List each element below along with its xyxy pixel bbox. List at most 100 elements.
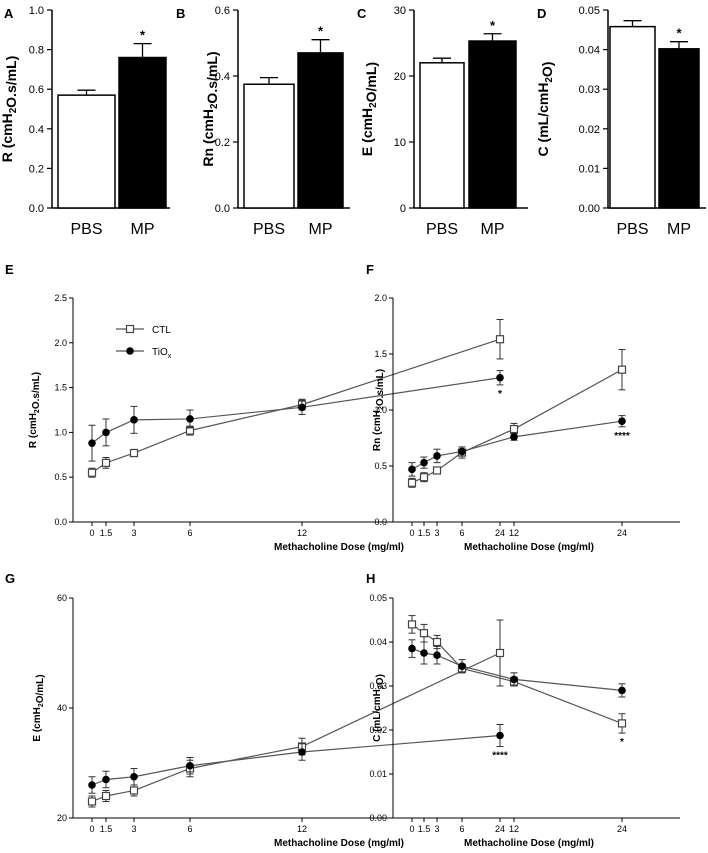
y-tick-label: 0.03	[579, 84, 600, 96]
series-ctl	[407, 615, 627, 734]
x-tick-label: 0	[409, 528, 414, 538]
x-axis-label: Methacholine Dose (mg/ml)	[464, 838, 594, 849]
series-line	[411, 623, 623, 724]
ylabel-part: C (mL/cmH	[372, 689, 383, 742]
panel-e: ER (cmH2O.s/mL)0.00.51.01.52.02.50 1.5 3 6 1…	[5, 262, 620, 553]
y-tick-label: 0.6	[215, 5, 230, 17]
series-ctl	[87, 319, 505, 478]
x-tick-label: 12	[297, 824, 307, 834]
data-point-tiox	[510, 675, 518, 684]
data-point-tiox	[420, 458, 428, 467]
significance-marker: *	[318, 24, 324, 39]
y-tick-label: 0.05	[369, 593, 387, 603]
y-tick-label: 0.00	[369, 813, 387, 823]
data-point-tiox	[496, 373, 504, 382]
data-point-tiox	[130, 416, 138, 424]
ylabel-subscript: 2	[368, 102, 379, 108]
y-tick-label: 0.4	[29, 124, 44, 136]
significance-marker: *	[676, 26, 682, 41]
y-tick-label: 0.0	[374, 517, 387, 527]
category-label: MP	[667, 221, 691, 238]
panel-letter: H	[366, 571, 375, 586]
y-tick-label: 0.8	[29, 45, 44, 57]
panel-a: A R (cmH2O.s/mL) 0.0 0.2 0.4 0.6 0.8 1.0 PBS MP *	[0, 5, 170, 238]
y-tick-label: 0.4	[215, 71, 230, 83]
ylabel-part: O.s/mL)	[3, 56, 19, 108]
y-tick-label: 20	[57, 813, 67, 823]
data-point-tiox	[298, 403, 306, 412]
y-axis-label: E (cmH2O/mL)	[359, 62, 379, 156]
y-axis-label: C (mL/cmH2O)	[372, 674, 386, 742]
x-tick-label: 24	[617, 528, 627, 538]
data-point-tiox	[408, 644, 416, 653]
data-point-tiox	[458, 447, 466, 456]
data-point-tiox	[102, 428, 110, 437]
category-label: PBS	[70, 221, 102, 238]
x-tick-label: 0	[409, 824, 414, 834]
y-tick-label: 60	[57, 593, 67, 603]
x-tick-label: 0	[89, 824, 94, 834]
y-tick-label: 0.01	[579, 163, 600, 175]
category-label: PBS	[253, 221, 285, 238]
series-tiox	[408, 415, 626, 477]
ylabel-subscript: 2	[209, 103, 220, 109]
panel-d: D C (mL/cmH2O) 0.00 0.01 0.02 0.03 0.04 0.05 PBS…	[535, 5, 706, 238]
y-tick-label: 0.00	[579, 203, 600, 215]
data-point-tiox	[618, 417, 626, 426]
x-tick-label: 24	[617, 824, 627, 834]
panel-f: FRn (cmH2O.s/mL)0.00.51.01.52.00 1.5 3 6 12 2…	[366, 262, 680, 553]
data-point-tiox	[298, 748, 306, 756]
x-tick-label: 1.5	[418, 528, 431, 538]
data-point-ctl	[129, 786, 139, 795]
legend-label-main: TiO	[152, 347, 168, 358]
bar-pbs	[419, 62, 465, 209]
y-tick-label: 0.5	[54, 472, 67, 482]
ylabel-subscript: 2	[38, 703, 45, 707]
ylabel-part: R (cmH	[28, 413, 39, 448]
series-tiox	[88, 370, 504, 462]
x-tick-label: 24	[495, 528, 505, 538]
y-tick-label: 40	[57, 703, 67, 713]
bar-mp	[297, 52, 344, 209]
panel-letter: F	[366, 262, 374, 277]
y-tick-label: 2.0	[54, 338, 67, 348]
x-tick-label: 24	[495, 824, 505, 834]
category-label: MP	[309, 221, 333, 238]
significance-marker: *	[498, 389, 502, 400]
bar-pbs	[243, 83, 295, 209]
ylabel-part: O/mL)	[363, 62, 379, 102]
y-tick-label: 1.0	[374, 405, 387, 415]
x-axis-label: Methacholine Dose (mg/ml)	[464, 542, 594, 553]
ylabel-subscript: 2	[544, 77, 555, 83]
data-point-ctl	[419, 629, 429, 638]
series-ctl	[407, 349, 627, 488]
x-tick-label: 0	[89, 528, 94, 538]
significance-marker: *	[140, 28, 146, 43]
ylabel-part: R (cmH	[0, 113, 15, 162]
y-tick-label: 20	[394, 71, 406, 83]
y-tick-label: 0.05	[579, 5, 600, 17]
y-tick-label: 0.5	[374, 461, 387, 471]
series-tiox	[408, 639, 626, 698]
x-tick-label: 1.5	[418, 824, 431, 834]
legend-label: TiOx	[152, 347, 172, 360]
data-point-ctl	[617, 719, 627, 728]
x-tick-label: 3	[131, 528, 136, 538]
series-line	[91, 734, 501, 786]
y-tick-label: 0.0	[215, 203, 230, 215]
x-tick-label: 6	[459, 824, 464, 834]
ylabel-part: O)	[375, 674, 386, 685]
category-label: MP	[481, 221, 505, 238]
data-point-tiox	[88, 781, 96, 789]
x-tick-label: 12	[297, 528, 307, 538]
ylabel-subscript: 2	[378, 685, 385, 689]
data-point-tiox	[433, 452, 441, 460]
category-label: PBS	[426, 221, 458, 238]
y-axis-label: R (cmH2O.s/mL)	[0, 56, 19, 163]
data-point-ctl	[432, 637, 442, 647]
y-tick-label: 0.03	[369, 681, 387, 691]
y-tick-label: 30	[394, 5, 406, 17]
significance-marker: *	[490, 18, 496, 33]
y-tick-label: 0.02	[579, 124, 600, 136]
